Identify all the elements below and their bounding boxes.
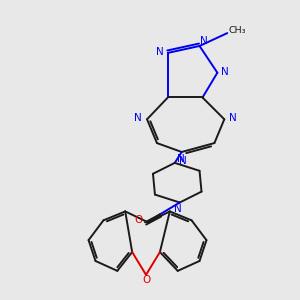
Text: N: N (200, 36, 207, 46)
Text: N: N (177, 154, 184, 164)
Text: CH₃: CH₃ (228, 26, 246, 34)
Text: N: N (156, 47, 164, 57)
Text: N: N (229, 113, 237, 123)
Text: O: O (134, 215, 142, 225)
Text: N: N (134, 113, 142, 123)
Text: N: N (174, 204, 182, 214)
Text: O: O (142, 275, 150, 285)
Text: N: N (221, 67, 229, 77)
Text: N: N (179, 156, 187, 166)
